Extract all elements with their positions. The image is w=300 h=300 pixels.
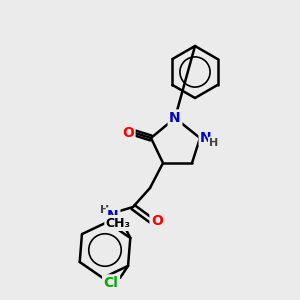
Text: Cl: Cl [103, 276, 118, 290]
Text: CH₃: CH₃ [106, 217, 131, 230]
Text: H: H [209, 138, 219, 148]
Text: N: N [200, 131, 212, 145]
Text: H: H [100, 205, 109, 215]
Text: O: O [151, 214, 163, 228]
Text: O: O [122, 126, 134, 140]
Text: N: N [169, 111, 181, 125]
Text: N: N [107, 209, 119, 223]
